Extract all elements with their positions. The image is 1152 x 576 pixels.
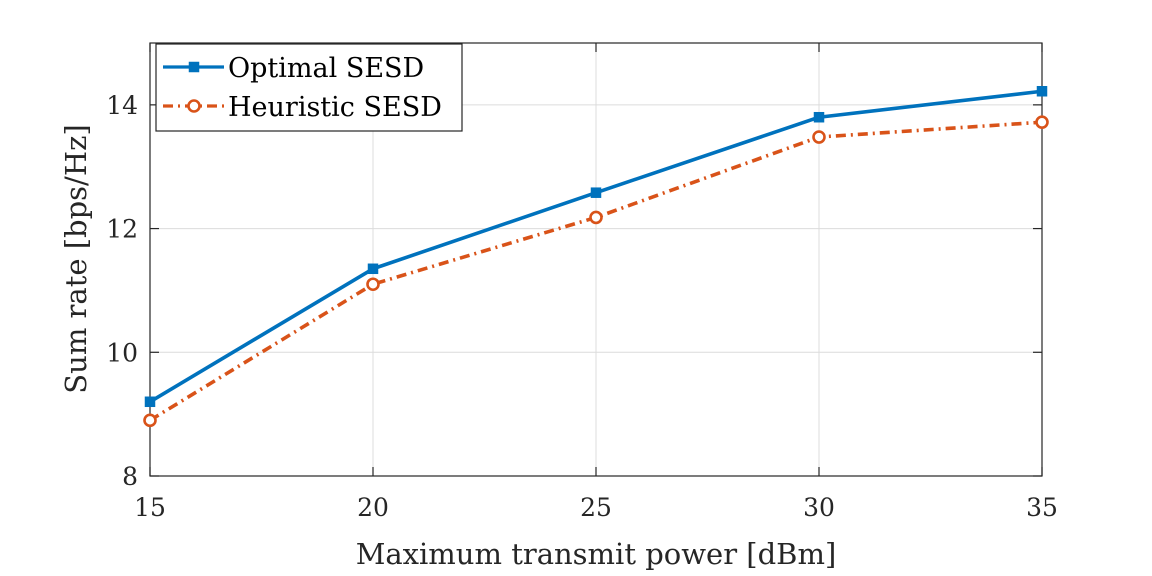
data-point-optimal-sesd (144, 396, 156, 408)
x-tick-label: 35 (1026, 493, 1058, 522)
legend-marker-heuristic (187, 99, 201, 113)
legend: Optimal SESD Heuristic SESD (155, 43, 463, 132)
x-tick-label: 25 (580, 493, 612, 522)
data-point-heuristic-sesd (143, 413, 157, 428)
data-point-heuristic-sesd (812, 130, 826, 144)
axis-ticks: 15 20 25 30 35 8 10 12 14 (106, 43, 1058, 522)
y-tick-label: 14 (106, 91, 138, 120)
series-optimal-sesd (144, 85, 1048, 408)
x-axis-label: Maximum transmit power [dBm] (356, 537, 837, 571)
legend-label-heuristic: Heuristic SESD (228, 92, 442, 123)
data-point-heuristic-sesd (1035, 115, 1049, 129)
data-point-heuristic-sesd (589, 210, 603, 225)
series-group (143, 85, 1049, 428)
y-tick-label: 12 (106, 215, 138, 244)
legend-label-optimal: Optimal SESD (228, 53, 424, 84)
legend-box (155, 43, 463, 132)
y-axis-label: Sum rate [bps/Hz] (59, 124, 93, 393)
y-tick-label: 8 (122, 462, 138, 491)
legend-marker-optimal (188, 61, 200, 73)
data-point-optimal-sesd (367, 263, 379, 275)
series-heuristic-sesd (143, 115, 1049, 428)
data-point-optimal-sesd (590, 187, 602, 198)
y-tick-label: 10 (106, 338, 138, 367)
data-point-heuristic-sesd (366, 277, 380, 292)
x-tick-label: 30 (803, 493, 835, 522)
x-tick-label: 20 (357, 493, 389, 522)
data-point-optimal-sesd (813, 111, 825, 123)
data-point-optimal-sesd (1036, 85, 1048, 97)
x-tick-label: 15 (134, 493, 166, 522)
